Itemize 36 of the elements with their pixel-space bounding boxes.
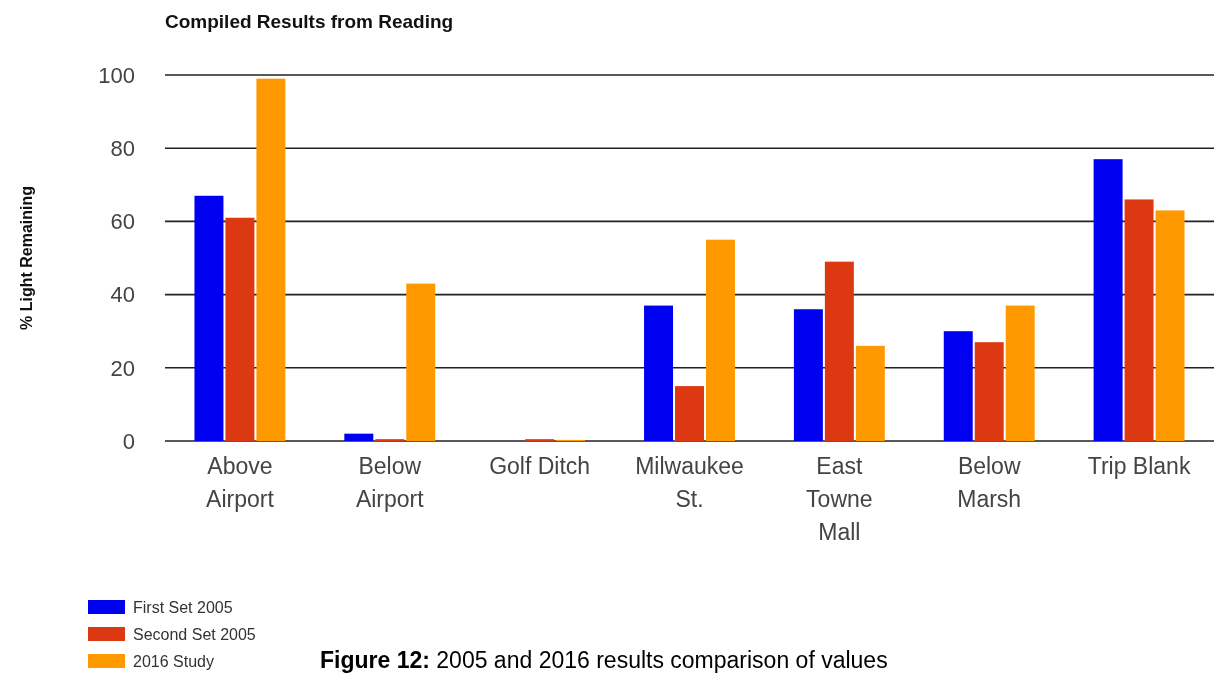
- y-tick-label: 40: [110, 282, 135, 308]
- y-tick-label: 100: [98, 62, 135, 88]
- x-tick-label: Above Airport: [206, 453, 275, 512]
- bar: [1005, 305, 1035, 441]
- bar: [1124, 199, 1154, 441]
- bar: [256, 78, 286, 441]
- bar: [855, 345, 885, 441]
- x-tick-label: Milwaukee St.: [635, 453, 744, 512]
- bar: [644, 305, 674, 441]
- y-tick-label: 20: [110, 355, 135, 381]
- bar: [943, 331, 973, 441]
- bar: [406, 283, 436, 441]
- bar: [793, 309, 823, 441]
- bar: [1093, 159, 1123, 441]
- x-tick-label: Golf Ditch: [489, 453, 591, 479]
- bar: [974, 342, 1004, 441]
- x-tick-label: East Towne Mall: [806, 453, 873, 545]
- bar: [824, 261, 854, 441]
- x-tick-label: Below Airport: [355, 453, 425, 512]
- y-tick-label: 80: [110, 135, 135, 161]
- legend-label: Second Set 2005: [133, 625, 256, 643]
- y-axis-title: % Light Remaining: [18, 186, 35, 330]
- bar: [194, 195, 224, 441]
- y-tick-label: 0: [122, 428, 135, 454]
- x-tick-label: Trip Blank: [1087, 453, 1191, 479]
- caption: Figure 12: 2005 and 2016 results comparison of values: [320, 647, 888, 673]
- bar: [344, 433, 374, 441]
- legend-label: First Set 2005: [133, 598, 233, 616]
- y-tick-label: 60: [110, 209, 135, 235]
- bar: [675, 386, 704, 441]
- legend-label: 2016 Study: [133, 652, 214, 670]
- chart-title: Compiled Results from Reading: [165, 11, 454, 32]
- bar: [1155, 210, 1185, 441]
- x-tick-label: Below Marsh: [957, 453, 1022, 512]
- bar: [225, 217, 255, 441]
- bar: [705, 239, 735, 441]
